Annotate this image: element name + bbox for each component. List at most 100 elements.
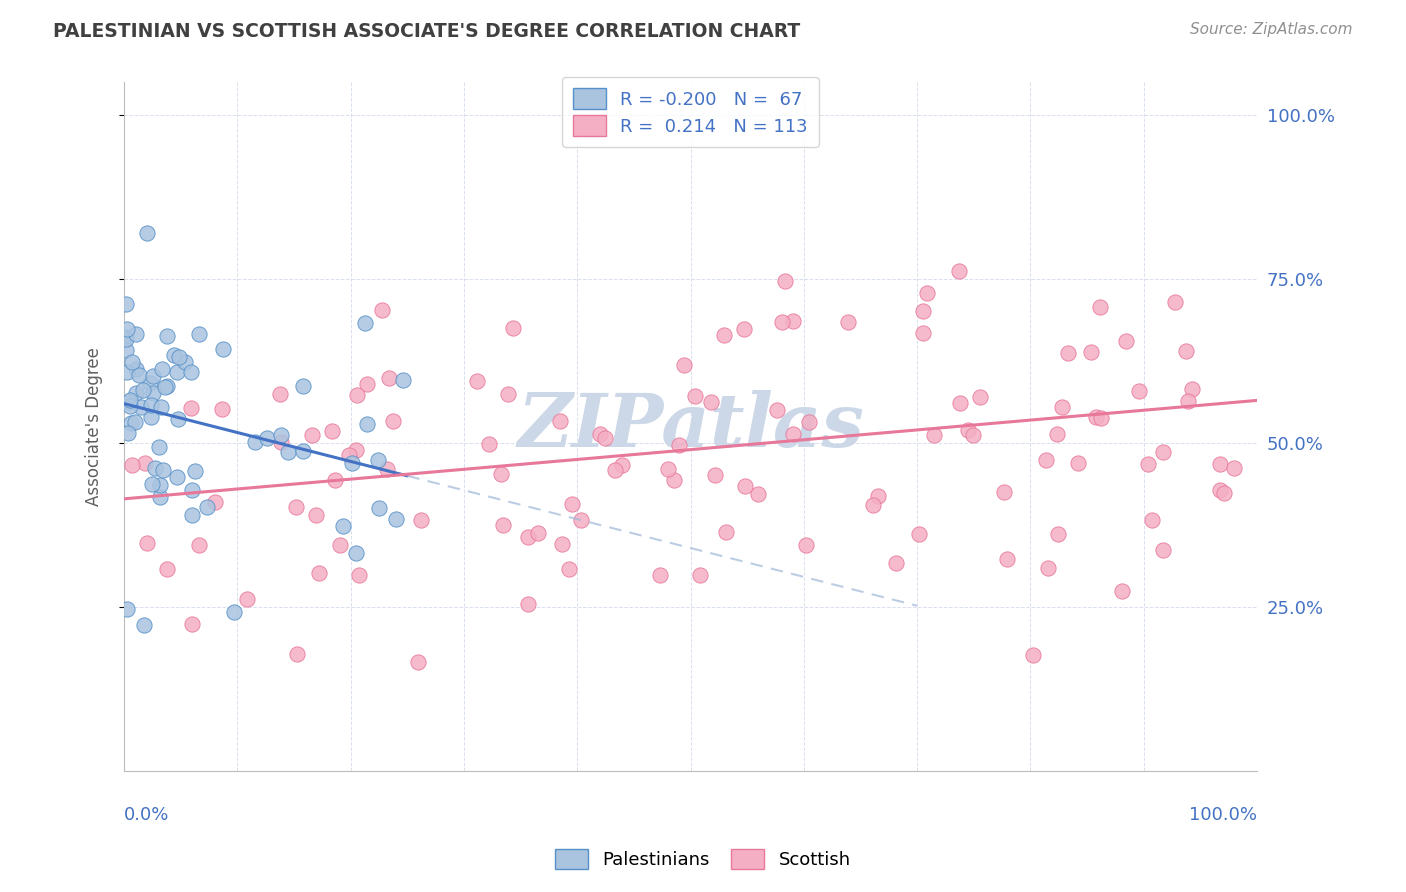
Point bbox=[118, 399, 141, 413]
Point bbox=[353, 316, 375, 330]
Point bbox=[143, 461, 166, 475]
Legend: R = -0.200   N =  67, R =  0.214   N = 113: R = -0.200 N = 67, R = 0.214 N = 113 bbox=[562, 78, 818, 147]
Point bbox=[733, 322, 755, 336]
Point bbox=[167, 350, 190, 364]
Point bbox=[301, 428, 323, 442]
Point bbox=[117, 425, 139, 440]
Point bbox=[285, 648, 308, 662]
Point bbox=[1057, 346, 1080, 360]
Point bbox=[332, 519, 354, 533]
Point bbox=[204, 494, 226, 508]
Point bbox=[411, 513, 433, 527]
Point bbox=[957, 423, 980, 437]
Point bbox=[908, 526, 931, 541]
Point bbox=[766, 403, 789, 417]
Point bbox=[115, 332, 138, 346]
Point bbox=[141, 476, 163, 491]
Point bbox=[668, 438, 690, 452]
Point bbox=[187, 326, 209, 341]
Point bbox=[517, 530, 540, 544]
Point bbox=[747, 487, 769, 501]
Point bbox=[115, 602, 138, 616]
Point bbox=[142, 386, 165, 401]
Point bbox=[569, 513, 592, 527]
Point bbox=[344, 442, 367, 457]
Point bbox=[526, 526, 548, 541]
Point bbox=[115, 365, 138, 379]
Point bbox=[129, 400, 152, 414]
Point bbox=[236, 591, 259, 606]
Point bbox=[1177, 394, 1199, 409]
Point bbox=[603, 462, 626, 476]
Point bbox=[166, 470, 188, 484]
Point bbox=[714, 524, 737, 539]
Point bbox=[1115, 334, 1137, 348]
Point bbox=[1212, 486, 1234, 500]
Point bbox=[1128, 384, 1150, 398]
Point bbox=[465, 374, 488, 388]
Point bbox=[734, 479, 756, 493]
Point bbox=[378, 371, 401, 385]
Point bbox=[163, 348, 186, 362]
Point bbox=[141, 409, 163, 424]
Point bbox=[1088, 300, 1111, 314]
Text: ZIPatlas: ZIPatlas bbox=[517, 391, 865, 463]
Point bbox=[269, 386, 291, 401]
Point bbox=[124, 415, 146, 429]
Point bbox=[502, 321, 524, 335]
Point bbox=[1035, 452, 1057, 467]
Point bbox=[180, 401, 202, 415]
Point bbox=[704, 468, 727, 483]
Point bbox=[187, 538, 209, 552]
Point bbox=[368, 501, 391, 516]
Point bbox=[700, 394, 723, 409]
Point bbox=[285, 500, 308, 515]
Point bbox=[142, 369, 165, 384]
Point bbox=[478, 437, 501, 451]
Point bbox=[131, 383, 153, 397]
Point bbox=[344, 546, 367, 560]
Point bbox=[305, 508, 328, 523]
Text: Source: ZipAtlas.com: Source: ZipAtlas.com bbox=[1189, 22, 1353, 37]
Point bbox=[340, 456, 363, 470]
Y-axis label: Associate's Degree: Associate's Degree bbox=[86, 347, 103, 506]
Point bbox=[136, 536, 159, 550]
Point bbox=[224, 605, 246, 619]
Point bbox=[713, 328, 735, 343]
Point bbox=[1036, 561, 1059, 575]
Point bbox=[270, 435, 292, 450]
Point bbox=[915, 285, 938, 300]
Point bbox=[167, 412, 190, 426]
Point bbox=[270, 428, 292, 442]
Point bbox=[134, 618, 156, 632]
Point bbox=[922, 427, 945, 442]
Point bbox=[308, 566, 330, 581]
Point bbox=[156, 328, 179, 343]
Point bbox=[392, 373, 415, 387]
Point bbox=[328, 538, 350, 552]
Point bbox=[155, 380, 177, 394]
Point bbox=[1142, 513, 1164, 527]
Point bbox=[139, 376, 162, 391]
Point bbox=[496, 386, 519, 401]
Point bbox=[118, 392, 141, 407]
Point bbox=[773, 274, 796, 288]
Point bbox=[664, 473, 686, 487]
Point bbox=[1046, 526, 1069, 541]
Point bbox=[1046, 426, 1069, 441]
Point bbox=[683, 389, 706, 403]
Point bbox=[180, 483, 202, 498]
Point bbox=[356, 377, 378, 392]
Point bbox=[149, 478, 172, 492]
Point bbox=[1223, 460, 1246, 475]
Point bbox=[588, 426, 610, 441]
Point bbox=[173, 355, 195, 369]
Point bbox=[321, 424, 343, 438]
Point bbox=[212, 342, 235, 356]
Point bbox=[346, 388, 368, 402]
Point bbox=[121, 458, 143, 472]
Point bbox=[1090, 411, 1112, 425]
Point bbox=[115, 296, 138, 310]
Point bbox=[152, 463, 174, 477]
Point bbox=[1152, 445, 1174, 459]
